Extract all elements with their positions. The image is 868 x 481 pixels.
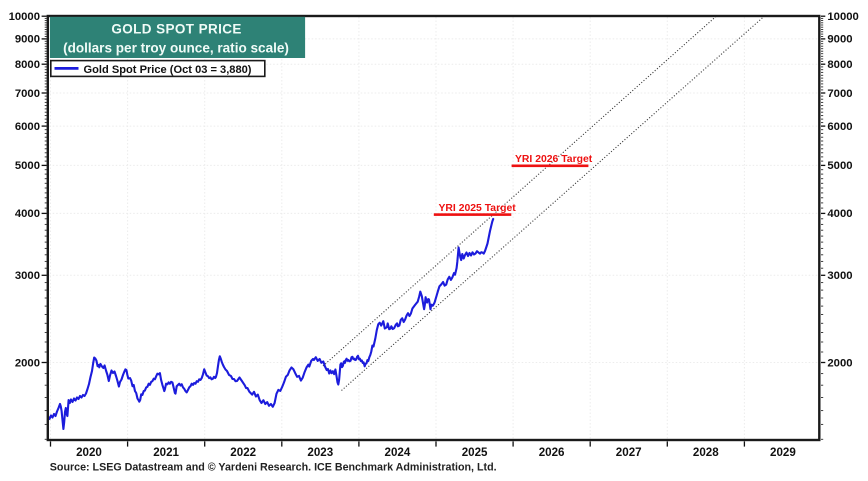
svg-text:3000: 3000 xyxy=(827,270,852,282)
svg-text:2023: 2023 xyxy=(307,446,333,459)
svg-text:5000: 5000 xyxy=(15,160,40,172)
svg-text:2029: 2029 xyxy=(770,446,796,459)
svg-text:8000: 8000 xyxy=(15,59,40,71)
svg-text:8000: 8000 xyxy=(827,59,852,71)
svg-text:YRI 2026 Target: YRI 2026 Target xyxy=(515,154,593,165)
svg-text:2024: 2024 xyxy=(385,446,411,459)
svg-text:YRI 2025 Target: YRI 2025 Target xyxy=(439,203,517,214)
svg-text:2027: 2027 xyxy=(616,446,642,459)
svg-text:5000: 5000 xyxy=(827,160,852,172)
svg-text:2026: 2026 xyxy=(539,446,565,459)
svg-text:2000: 2000 xyxy=(15,357,40,369)
svg-text:Gold Spot Price (Oct 03 = 3,88: Gold Spot Price (Oct 03 = 3,880) xyxy=(84,64,252,76)
svg-text:10000: 10000 xyxy=(827,11,858,23)
svg-text:Source: LSEG Datastream and ©: Source: LSEG Datastream and © Yardeni Re… xyxy=(50,462,497,474)
svg-text:4000: 4000 xyxy=(827,208,852,220)
svg-text:9000: 9000 xyxy=(15,34,40,46)
svg-text:GOLD SPOT PRICE: GOLD SPOT PRICE xyxy=(111,21,242,36)
svg-text:2022: 2022 xyxy=(230,446,256,459)
svg-text:6000: 6000 xyxy=(827,121,852,133)
svg-text:2020: 2020 xyxy=(76,446,102,459)
svg-text:2025: 2025 xyxy=(462,446,488,459)
svg-text:(dollars per troy ounce, ratio: (dollars per troy ounce, ratio scale) xyxy=(63,41,289,56)
svg-text:3000: 3000 xyxy=(15,270,40,282)
svg-text:7000: 7000 xyxy=(15,88,40,100)
svg-text:2021: 2021 xyxy=(153,446,179,459)
svg-text:6000: 6000 xyxy=(15,121,40,133)
svg-text:7000: 7000 xyxy=(827,88,852,100)
svg-text:2000: 2000 xyxy=(827,357,852,369)
svg-text:2028: 2028 xyxy=(693,446,719,459)
svg-text:9000: 9000 xyxy=(827,34,852,46)
svg-text:4000: 4000 xyxy=(15,208,40,220)
svg-text:10000: 10000 xyxy=(9,11,40,23)
